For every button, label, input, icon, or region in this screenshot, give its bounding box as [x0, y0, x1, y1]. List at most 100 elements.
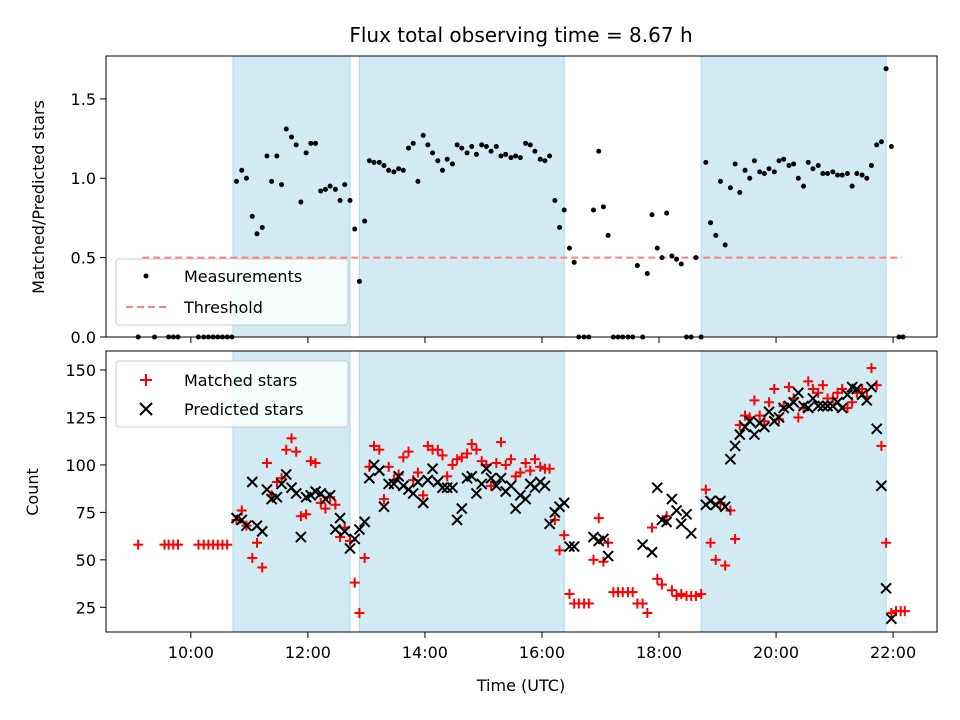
count-xtick-label: 10:00 — [168, 643, 214, 662]
matched-star-point — [769, 383, 780, 394]
predicted-star-point — [817, 400, 829, 412]
predicted-star-point — [349, 533, 361, 545]
matched-star-point — [505, 454, 516, 465]
measurement-point — [757, 169, 763, 175]
matched-star-point — [690, 590, 701, 601]
measurement-point — [849, 183, 855, 189]
matched-star-point — [261, 458, 272, 469]
count-legend: Matched stars Predicted stars — [115, 360, 349, 428]
matched-star-point — [133, 539, 144, 550]
measurement-point — [444, 156, 450, 162]
measurement-point — [801, 183, 807, 189]
measurement-point — [815, 163, 821, 169]
predicted-star-point — [744, 415, 756, 427]
matched-star-point — [656, 579, 667, 590]
predicted-star-point — [456, 502, 468, 515]
predicted-star-point — [568, 540, 580, 553]
measurement-point — [347, 197, 353, 203]
matched-star-point — [310, 458, 321, 469]
matched-star-point — [418, 490, 429, 501]
measurement-point — [430, 150, 436, 156]
measurement-point — [488, 148, 494, 154]
predicted-star-point — [539, 480, 551, 492]
matched-star-point — [281, 444, 292, 455]
measurement-point — [508, 155, 514, 161]
measurement-point — [874, 142, 880, 148]
measurement-point — [406, 145, 412, 151]
count-xtick-label: 12:00 — [285, 643, 331, 662]
matched-star-point — [462, 448, 473, 459]
measurement-point — [703, 159, 709, 165]
predicted-star-point — [880, 582, 892, 595]
predicted-star-point — [646, 546, 658, 558]
measurement-point — [464, 150, 470, 156]
predicted-star-point — [685, 527, 697, 539]
predicted-star-point — [719, 500, 731, 513]
predicted-star-point — [485, 472, 497, 484]
measurement-point — [810, 166, 816, 172]
predicted-star-point — [636, 538, 649, 551]
measurement-point — [805, 159, 811, 165]
predicted-star-point — [392, 470, 405, 483]
predicted-star-point — [353, 523, 366, 536]
matched-star-point — [301, 509, 312, 520]
matched-star-point — [320, 503, 331, 514]
measurement-point — [722, 242, 728, 248]
legend-matched-label: Matched stars — [184, 371, 297, 390]
measurement-point — [366, 158, 372, 164]
matched-star-point — [725, 505, 736, 516]
predicted-star-point — [417, 497, 429, 509]
predicted-star-point — [480, 463, 493, 475]
matched-star-point — [720, 560, 731, 571]
predicted-star-point — [422, 474, 434, 486]
predicted-star-point — [729, 440, 741, 452]
matched-star-point — [583, 598, 594, 609]
measurement-point — [332, 186, 338, 192]
measurement-point — [391, 169, 397, 175]
measurement-point — [435, 158, 441, 164]
measurement-point — [557, 224, 563, 230]
predicted-star-point — [841, 388, 854, 401]
matched-star-point — [807, 383, 818, 394]
matched-star-point — [740, 410, 751, 421]
count-ytick-label: 125 — [65, 408, 96, 427]
predicted-star-point — [514, 489, 527, 502]
measurement-point — [864, 175, 870, 181]
measurement-point — [708, 220, 714, 226]
measurement-point — [713, 232, 719, 238]
measurement-point — [795, 175, 801, 181]
measurement-point — [289, 134, 295, 140]
matched-star-point — [500, 459, 511, 470]
matched-star-point — [544, 463, 555, 474]
predicted-star-point — [275, 478, 288, 490]
matched-star-point — [354, 608, 365, 619]
predicted-star-point — [597, 533, 610, 545]
predicted-star-point — [509, 502, 522, 515]
measurement-point — [771, 169, 777, 175]
predicted-star-point — [426, 463, 439, 475]
measurement-point — [674, 256, 680, 262]
predicted-star-point — [261, 483, 273, 496]
count-observing-window-1 — [358, 350, 565, 633]
matched-star-point — [676, 589, 687, 600]
predicted-star-point — [470, 487, 483, 500]
matched-star-point — [515, 467, 526, 478]
count-xtick-label: 22:00 — [870, 643, 916, 662]
measurement-point — [327, 183, 333, 189]
measurement-point — [552, 197, 558, 203]
ratio-panel-frame — [105, 55, 938, 338]
measurement-point — [523, 140, 529, 146]
predicted-star-point — [724, 453, 737, 465]
count-ytick-label: 150 — [65, 361, 96, 380]
matched-star-point — [349, 577, 360, 588]
matched-star-point — [330, 499, 341, 510]
predicted-star-point — [436, 481, 449, 494]
measurement-point — [293, 142, 299, 148]
measurement-point — [839, 172, 845, 178]
matched-star-point — [666, 585, 677, 596]
x-axis-label: Time (UTC) — [476, 676, 565, 695]
measurement-point — [732, 161, 738, 167]
measurement-point — [571, 259, 577, 265]
measurement-point — [298, 199, 304, 205]
matched-star-point — [705, 537, 716, 548]
